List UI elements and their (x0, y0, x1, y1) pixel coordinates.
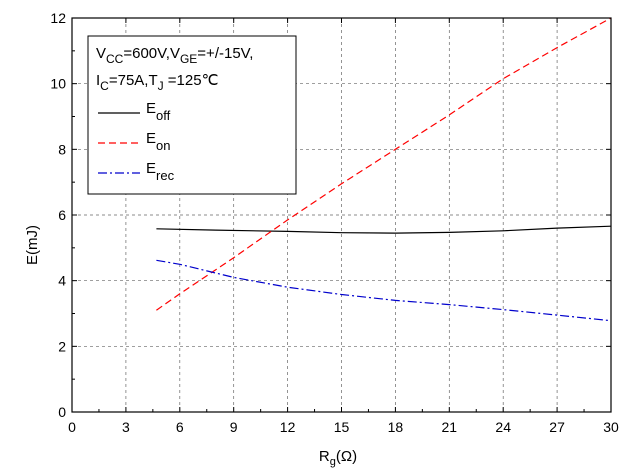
legend-conditions-line-2: IC=75A,TJ =125℃ (96, 72, 218, 93)
legend-condition-run: I (96, 72, 100, 89)
legend-label-sub: off (156, 108, 171, 123)
y-tick-label: 12 (50, 10, 66, 26)
legend-label-main: E (146, 160, 156, 177)
legend-condition-run: =600V,V (123, 45, 180, 62)
legend-condition-run: =+/-15V, (197, 45, 253, 62)
x-tick-label: 9 (230, 419, 238, 435)
legend-label-rec: Erec (146, 160, 175, 183)
x-axis-title-sub: g (330, 456, 336, 468)
series-line-rec (156, 259, 612, 322)
legend-label-main: E (146, 130, 156, 147)
legend: VCC=600V,VGE=+/-15V, IC=75A,TJ =125℃ Eof… (87, 35, 297, 195)
x-axis-title: Rg(Ω) (319, 448, 357, 468)
y-tick-label: 8 (58, 141, 66, 157)
y-tick-label: 4 (58, 273, 66, 289)
x-tick-label: 30 (603, 419, 619, 435)
legend-condition-run: C (100, 79, 109, 93)
legend-condition-run: V (96, 45, 106, 62)
legend-label-sub: on (156, 138, 170, 153)
legend-condition-run: =75A,T (109, 72, 158, 89)
y-tick-label: 2 (58, 338, 66, 354)
legend-label-sub: rec (156, 168, 175, 183)
y-tick-label: 0 (58, 404, 66, 420)
y-tick-label: 6 (58, 207, 66, 223)
y-axis-title: E(mJ) (24, 225, 41, 265)
series-line-on (156, 17, 612, 311)
y-tick-label: 10 (50, 76, 66, 92)
x-tick-label: 0 (68, 419, 76, 435)
legend-condition-run: GE (180, 52, 197, 66)
series-line-off (156, 225, 612, 234)
legend-label-off: Eoff (146, 100, 171, 123)
x-tick-label: 24 (495, 419, 511, 435)
legend-conditions-line-1: VCC=600V,VGE=+/-15V, (96, 45, 253, 66)
x-tick-label: 6 (176, 419, 184, 435)
legend-condition-run: =125℃ (164, 72, 219, 89)
x-tick-label: 3 (122, 419, 130, 435)
x-axis-title-unit: (Ω) (336, 448, 357, 465)
x-tick-label: 21 (442, 419, 458, 435)
series-layer (156, 17, 612, 322)
legend-condition-run: CC (106, 52, 124, 66)
legend-box (87, 35, 297, 195)
legend-condition-run: J (158, 79, 164, 93)
x-tick-label: 27 (549, 419, 565, 435)
legend-label-main: E (146, 100, 156, 117)
x-axis-title-main: R (319, 448, 330, 465)
ticks (71, 17, 612, 413)
x-tick-label: 15 (334, 419, 350, 435)
legend-label-on: Eon (146, 130, 170, 153)
x-tick-label: 12 (280, 419, 296, 435)
x-tick-label: 18 (388, 419, 404, 435)
